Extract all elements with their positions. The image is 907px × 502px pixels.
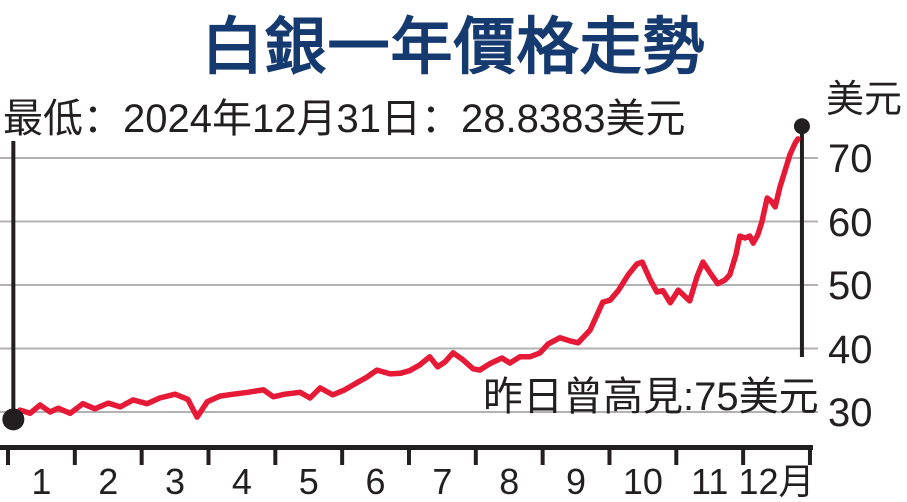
y-axis-label: 40	[828, 327, 873, 372]
x-axis-label: 2	[98, 461, 119, 502]
x-axis-label: 7	[432, 461, 453, 502]
x-axis-label: 10	[622, 461, 663, 502]
x-axis-label: 11	[691, 461, 729, 502]
y-axis-label: 50	[828, 264, 873, 308]
x-axis-label: 1	[31, 461, 52, 502]
high-point-dot	[793, 118, 810, 135]
y-axis-label: 30	[828, 391, 873, 435]
x-axis-label: 5	[298, 461, 319, 502]
low-point-annotation: 最低：2024年12月31日：28.8383美元	[3, 97, 686, 141]
high-point-annotation: 昨日曾高見:75美元	[483, 375, 819, 419]
y-axis-unit-label: 美元	[826, 79, 903, 121]
y-axis-label: 60	[828, 200, 873, 245]
x-axis-label: 12月	[738, 461, 815, 502]
chart-title: 白銀一年價格走勢	[201, 13, 706, 82]
x-axis-label: 4	[231, 461, 252, 502]
x-axis-label: 8	[499, 461, 520, 502]
x-axis-label: 3	[165, 461, 186, 502]
x-axis-label: 9	[566, 461, 587, 502]
y-axis-label: 70	[828, 137, 873, 181]
price-line	[17, 136, 801, 420]
x-axis-label: 6	[365, 461, 386, 502]
low-point-dot	[2, 408, 25, 431]
